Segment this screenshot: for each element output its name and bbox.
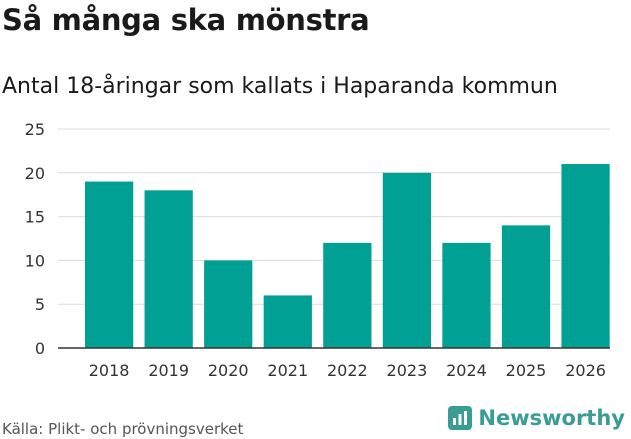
bar	[382, 172, 432, 348]
newsworthy-chart-icon	[448, 406, 473, 430]
x-tick-label: 2022	[327, 361, 368, 380]
bar	[561, 164, 610, 348]
brand-name: Newsworthy	[478, 406, 625, 430]
y-tick-label: 0	[35, 339, 45, 358]
x-tick-label: 2024	[446, 361, 487, 380]
x-tick-label: 2021	[267, 361, 308, 380]
chart-title: Så många ska mönstra	[2, 3, 370, 37]
y-tick-label: 10	[25, 251, 45, 270]
bar	[501, 225, 551, 348]
x-tick-label: 2023	[387, 361, 428, 380]
source-note: Källa: Plikt- och prövningsverket	[2, 420, 244, 438]
y-tick-label: 15	[25, 208, 45, 227]
x-tick-label: 2019	[148, 361, 189, 380]
chart-subtitle: Antal 18-åringar som kallats i Haparanda…	[2, 74, 558, 99]
y-tick-label: 25	[25, 120, 45, 139]
bar	[85, 181, 134, 348]
newsworthy-logo: Newsworthy	[448, 406, 625, 430]
bar	[204, 260, 253, 348]
x-tick-label: 2020	[208, 361, 249, 380]
x-tick-label: 2025	[506, 361, 547, 380]
bar	[323, 242, 372, 348]
bar	[144, 190, 193, 348]
y-tick-label: 20	[25, 164, 45, 183]
y-tick-label: 5	[35, 295, 45, 314]
bar	[442, 242, 491, 348]
x-tick-label: 2026	[565, 361, 606, 380]
bar	[263, 295, 312, 348]
x-tick-label: 2018	[89, 361, 130, 380]
